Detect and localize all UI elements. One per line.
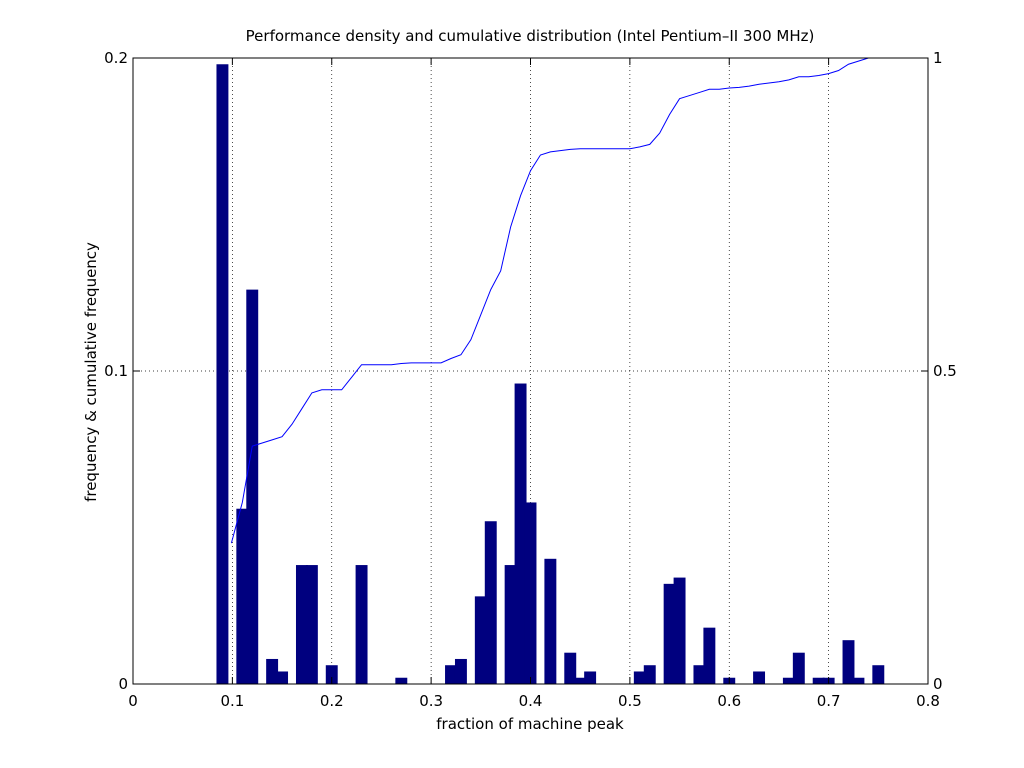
bar [812,677,825,684]
bar [355,565,368,684]
bar [753,671,766,684]
x-tick-label: 0.2 [320,692,344,710]
bar [703,627,716,684]
bar [643,665,656,684]
bar [792,652,805,684]
cumulative-line [230,57,879,544]
bar [246,289,259,684]
bar [524,502,537,684]
x-axis-title: fraction of machine peak [436,715,624,733]
bar [395,677,408,684]
y-tick-label: 0 [118,675,128,693]
bar [584,671,597,684]
bar [266,658,279,684]
bar [633,671,646,684]
y-tick-label: 0.2 [104,49,128,67]
cumulative-line-group [230,57,879,544]
bar [673,577,686,684]
bar [236,508,249,684]
y-axis-title: frequency & cumulative frequency [82,242,100,502]
bar [872,665,885,684]
x-tick-label: 0.8 [916,692,940,710]
bar [782,677,795,684]
bar [454,658,467,684]
bar [574,677,587,684]
y-tick-label: 0.1 [104,362,128,380]
grid [133,58,928,684]
x-tick-label: 0.6 [717,692,741,710]
y-right-tick-label: 0 [933,675,943,693]
bar [514,383,527,684]
bar [693,665,706,684]
bar [325,665,338,684]
bar [295,565,308,684]
bar [852,677,865,684]
ticks: 0 0.1 0.2 0.3 0.4 0.5 0.6 0.7 0.800.10.200.51 [104,49,957,710]
x-tick-label: 0.5 [618,692,642,710]
bar [216,64,229,684]
bar [544,558,557,684]
y-right-tick-label: 0.5 [933,362,957,380]
bar [842,640,855,684]
y-right-tick-label: 1 [933,49,943,67]
x-tick-label: 0.3 [419,692,443,710]
x-tick-label: 0.1 [220,692,244,710]
bar [504,565,517,684]
bar [276,671,289,684]
bar [305,565,318,684]
x-tick-label: 0.4 [519,692,543,710]
bar [564,652,577,684]
x-tick-label: 0.7 [817,692,841,710]
x-tick-label: 0 [128,692,138,710]
bars [216,64,885,684]
bar [474,596,487,684]
bar [484,521,497,684]
bar [663,583,676,684]
chart-title: Performance density and cumulative distr… [246,27,815,45]
bar [445,665,457,684]
